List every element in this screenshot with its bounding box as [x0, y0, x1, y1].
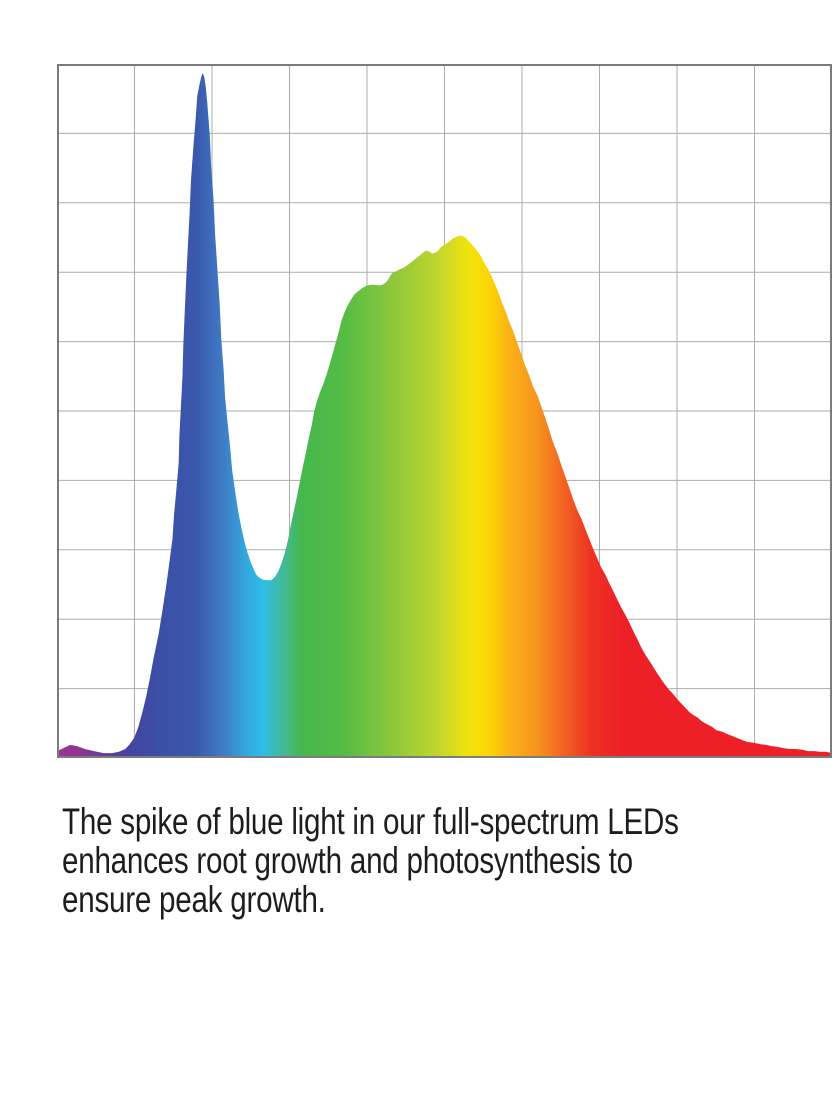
chart-border [57, 64, 832, 758]
led-spectrum-chart [57, 64, 832, 758]
spectrum-svg [57, 64, 832, 758]
caption-line-2: enhances root growth and photosynthesis … [62, 840, 633, 881]
caption-line-3: ensure peak growth. [62, 879, 326, 920]
caption-line-1: The spike of blue light in our full-spec… [62, 801, 679, 842]
caption: The spike of blue light in our full-spec… [62, 802, 679, 919]
spectrum-area [57, 73, 832, 758]
